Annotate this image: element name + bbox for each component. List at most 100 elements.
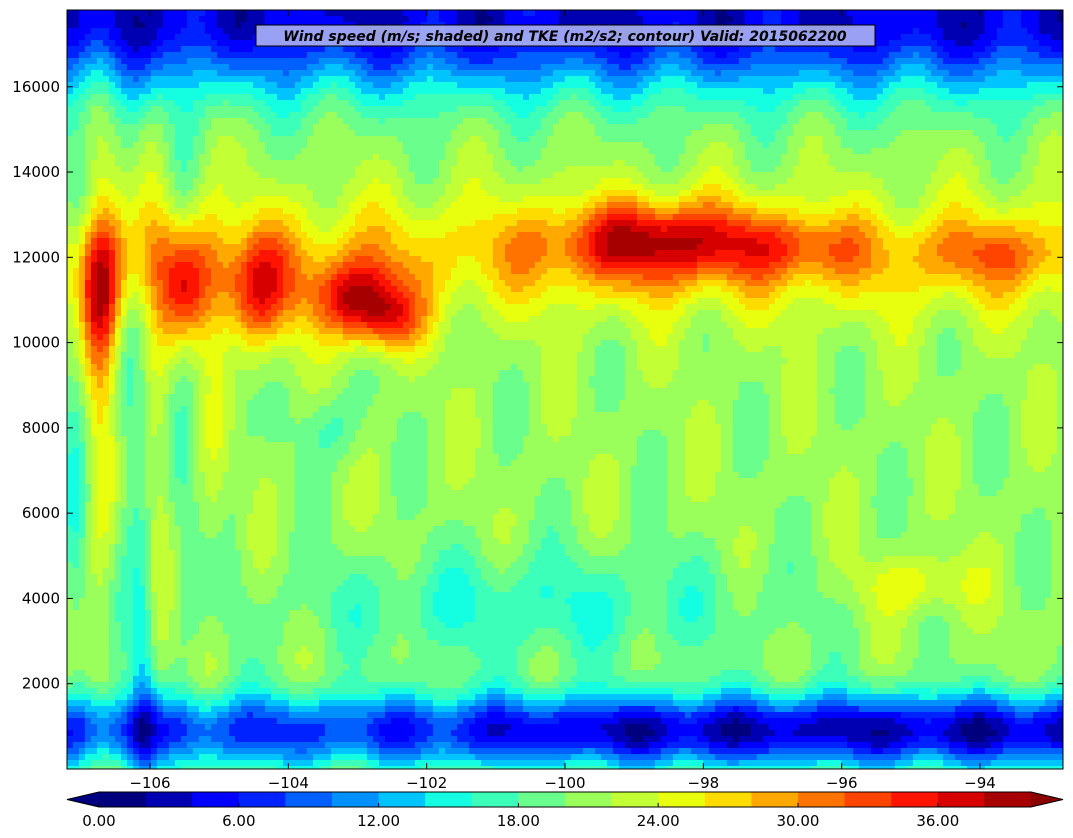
field-cell — [73, 112, 80, 119]
field-cell — [1015, 184, 1022, 191]
field-cell — [229, 70, 236, 77]
field-cell — [187, 178, 194, 185]
field-cell — [529, 52, 536, 59]
field-cell — [715, 166, 722, 173]
field-cell — [127, 130, 134, 137]
field-cell — [217, 58, 224, 65]
field-cell — [1021, 70, 1028, 77]
field-cell — [397, 112, 404, 119]
field-cell — [289, 142, 296, 149]
field-cell — [139, 190, 146, 197]
field-cell — [121, 10, 128, 17]
field-cell — [259, 160, 266, 167]
field-cell — [991, 40, 998, 47]
field-cell — [397, 76, 404, 83]
field-cell — [619, 94, 626, 101]
field-cell — [943, 28, 950, 35]
field-cell — [613, 76, 620, 83]
field-cell — [949, 22, 956, 29]
field-cell — [1003, 112, 1010, 119]
field-cell — [493, 178, 500, 185]
field-cell — [475, 46, 482, 53]
field-cell — [343, 10, 350, 17]
field-cell — [937, 136, 944, 143]
field-cell — [337, 82, 344, 89]
field-cell — [895, 46, 902, 53]
field-cell — [457, 106, 464, 113]
field-cell — [91, 70, 98, 77]
field-cell — [907, 76, 914, 83]
field-cell — [283, 184, 290, 191]
field-cell — [937, 142, 944, 149]
field-cell — [817, 130, 824, 137]
field-cell — [691, 154, 698, 161]
field-cell — [643, 178, 650, 185]
field-cell — [1009, 10, 1016, 17]
field-cell — [139, 154, 146, 161]
field-cell — [97, 106, 104, 113]
field-cell — [127, 40, 134, 47]
field-cell — [331, 160, 338, 167]
field-cell — [151, 148, 158, 155]
field-cell — [331, 100, 338, 107]
field-cell — [157, 88, 164, 95]
field-cell — [373, 64, 380, 71]
field-cell — [163, 52, 170, 59]
field-cell — [79, 64, 86, 71]
field-cell — [673, 130, 680, 137]
field-cell — [1009, 100, 1016, 107]
field-cell — [313, 16, 320, 23]
field-cell — [931, 52, 938, 59]
field-cell — [307, 64, 314, 71]
field-cell — [901, 130, 908, 137]
field-cell — [391, 100, 398, 107]
field-cell — [259, 112, 266, 119]
field-cell — [235, 46, 242, 53]
field-cell — [409, 178, 416, 185]
field-cell — [355, 52, 362, 59]
field-cell — [127, 166, 134, 173]
field-cell — [751, 124, 758, 131]
field-cell — [613, 82, 620, 89]
field-cell — [691, 106, 698, 113]
field-cell — [157, 106, 164, 113]
field-cell — [979, 160, 986, 167]
field-cell — [409, 10, 416, 17]
field-cell — [493, 124, 500, 131]
field-cell — [145, 94, 152, 101]
field-cell — [685, 172, 692, 179]
field-cell — [151, 64, 158, 71]
field-cell — [1051, 16, 1058, 23]
field-cell — [451, 148, 458, 155]
field-cell — [829, 10, 836, 17]
field-cell — [613, 118, 620, 125]
field-cell — [379, 112, 386, 119]
field-cell — [1009, 142, 1016, 149]
field-cell — [553, 76, 560, 83]
field-cell — [769, 46, 776, 53]
field-cell — [379, 118, 386, 125]
field-cell — [913, 10, 920, 17]
field-cell — [367, 52, 374, 59]
field-cell — [247, 16, 254, 23]
field-cell — [949, 58, 956, 65]
field-cell — [121, 52, 128, 59]
field-cell — [955, 178, 962, 185]
field-cell — [685, 76, 692, 83]
field-cell — [883, 46, 890, 53]
field-cell — [145, 106, 152, 113]
field-cell — [619, 58, 626, 65]
field-cell — [979, 64, 986, 71]
field-cell — [553, 88, 560, 95]
field-cell — [175, 112, 182, 119]
field-cell — [535, 16, 542, 23]
field-cell — [805, 154, 812, 161]
field-cell — [667, 136, 674, 143]
field-cell — [463, 10, 470, 17]
field-cell — [409, 76, 416, 83]
field-cell — [385, 106, 392, 113]
field-cell — [67, 10, 74, 17]
field-cell — [361, 88, 368, 95]
field-cell — [673, 100, 680, 107]
field-cell — [763, 10, 770, 17]
